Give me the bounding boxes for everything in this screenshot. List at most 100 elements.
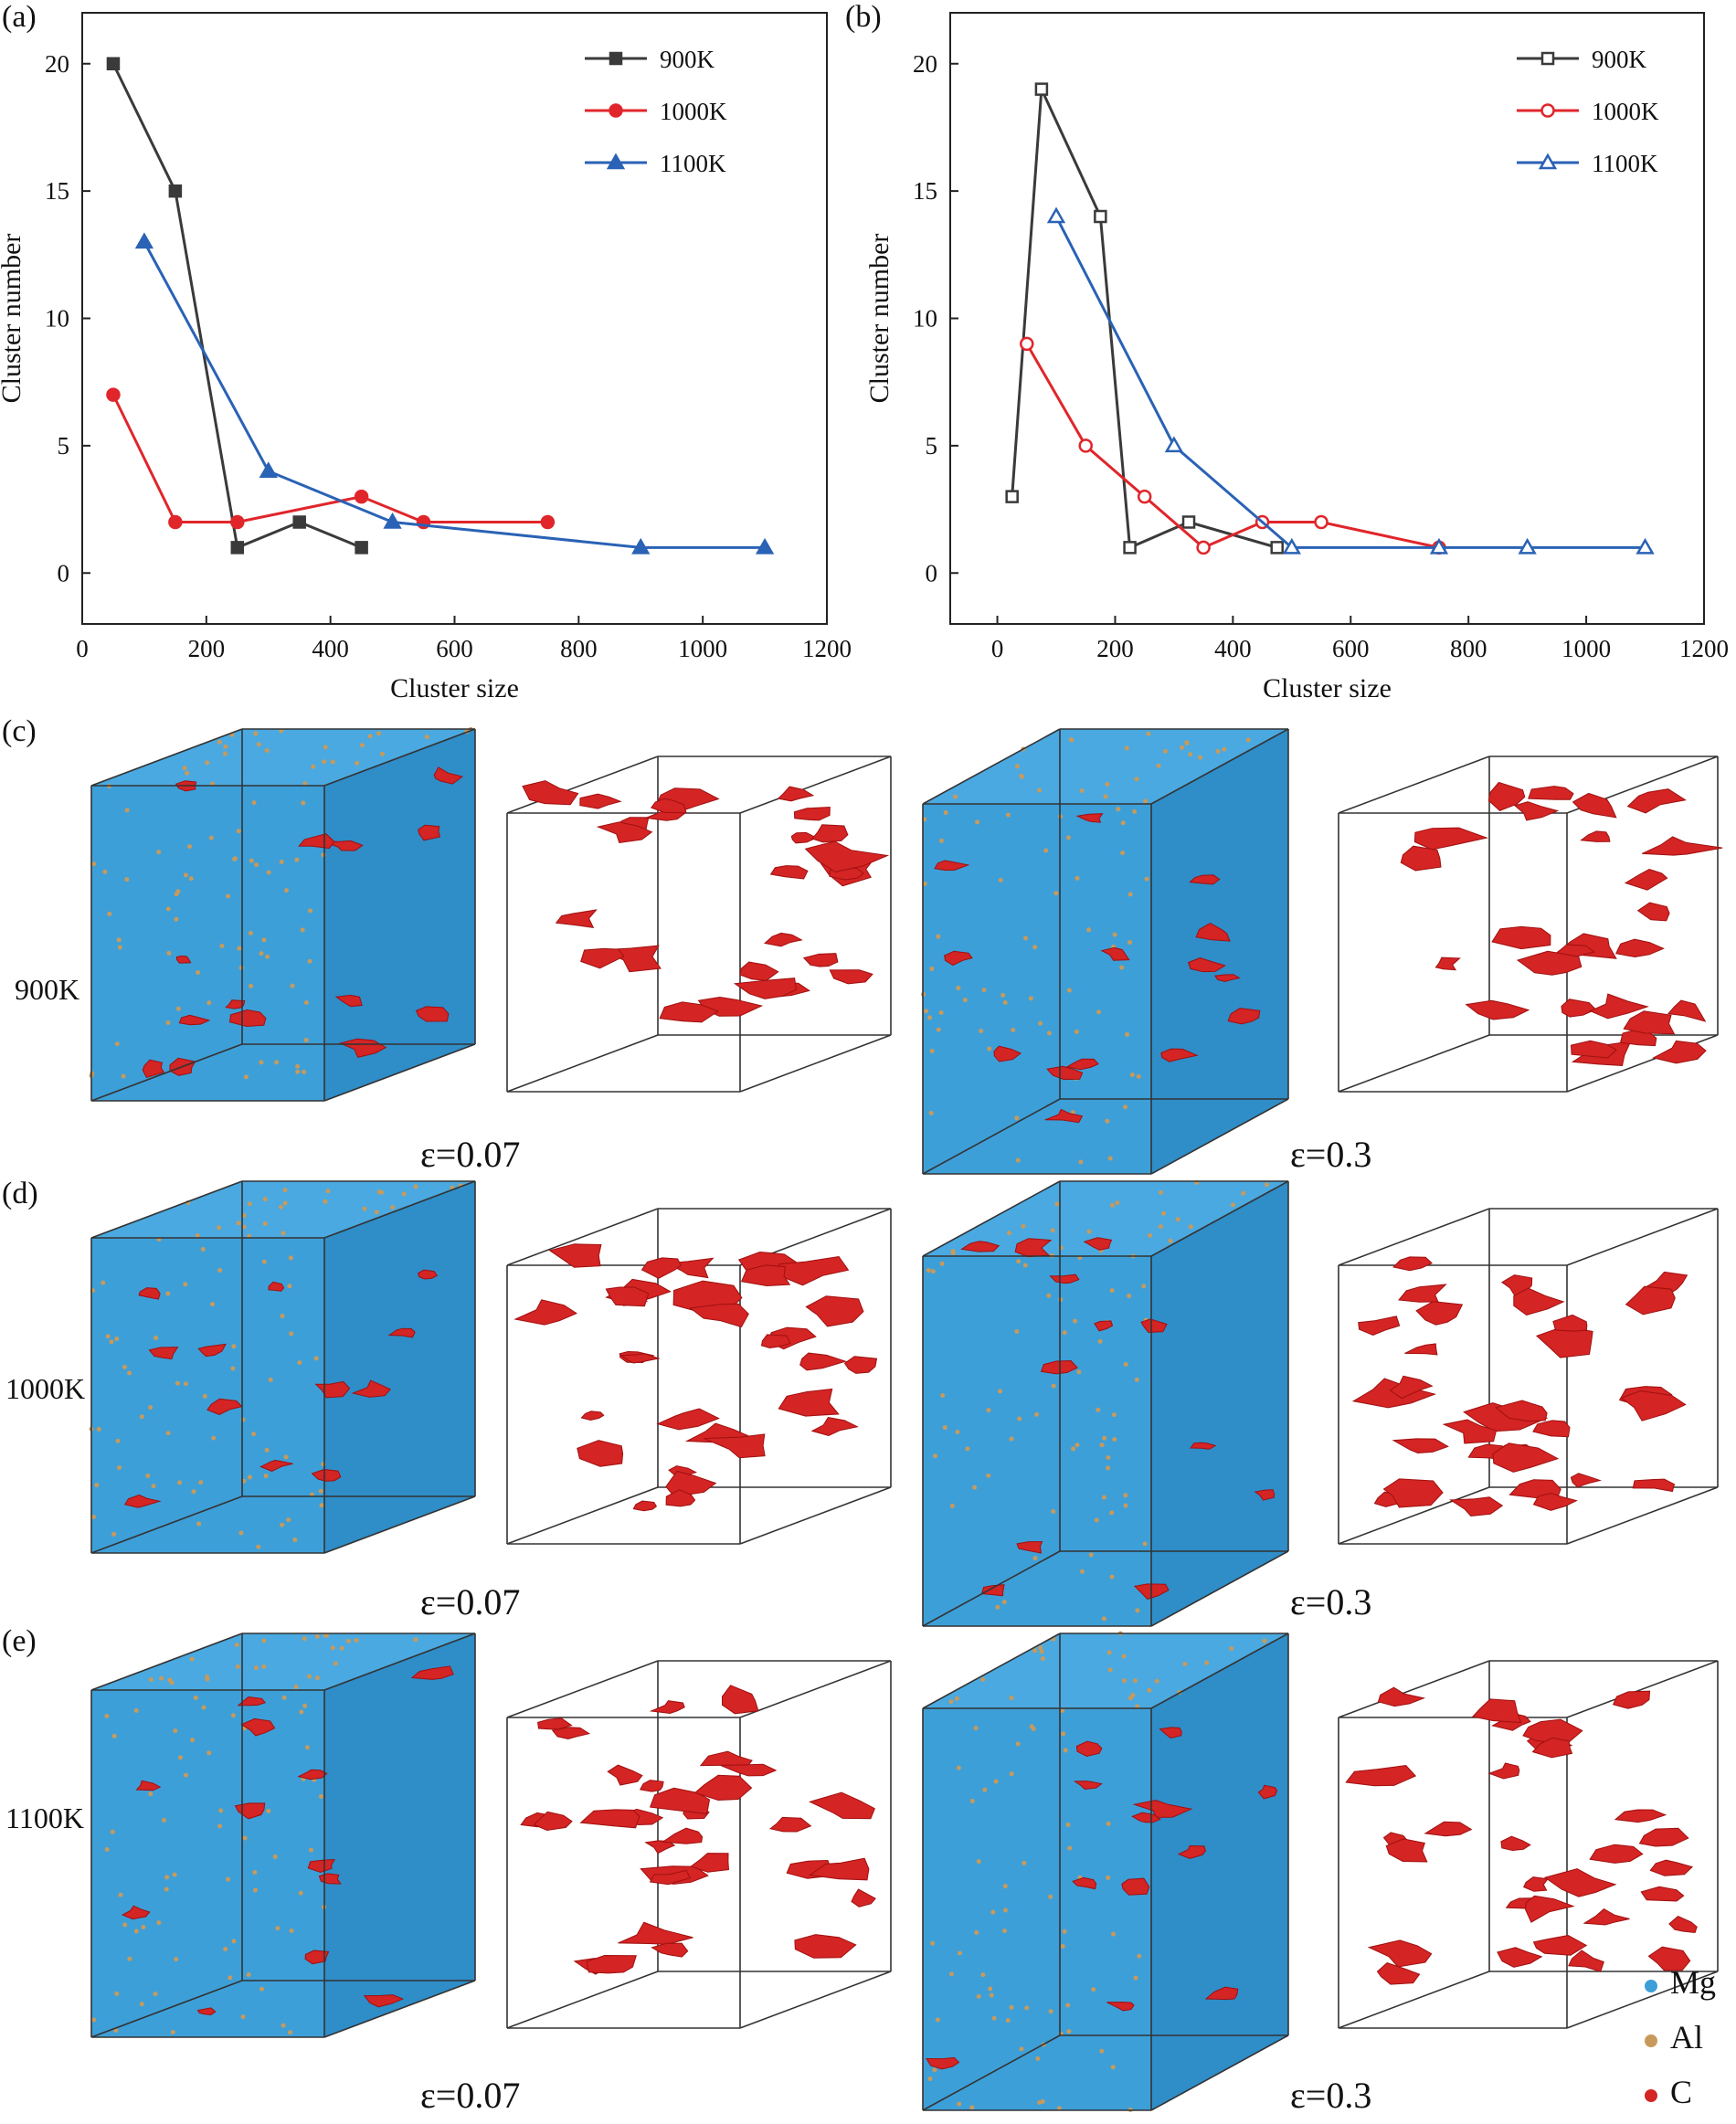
al-atom: [217, 1225, 222, 1231]
carbon-cluster: [579, 793, 622, 809]
al-atom: [1134, 1377, 1139, 1382]
al-atom: [148, 1677, 153, 1683]
al-atom: [413, 1184, 418, 1189]
al-atom: [1120, 820, 1126, 826]
al-atom: [104, 1846, 110, 1852]
al-atom: [379, 751, 385, 756]
al-atom: [927, 1015, 933, 1020]
y-axis-label: Cluster number: [0, 234, 26, 404]
al-atom: [1073, 1318, 1078, 1324]
carbon-cluster: [1389, 1375, 1434, 1400]
al-atom: [259, 1986, 264, 1992]
al-atom: [1112, 1437, 1117, 1442]
al-atom: [314, 1633, 320, 1639]
al-atom: [954, 1696, 959, 1701]
al-atom: [303, 1000, 309, 1006]
carbon-cluster: [1532, 1492, 1578, 1511]
al-atom: [1009, 1696, 1014, 1701]
al-atom: [998, 878, 1003, 883]
al-atom: [1015, 1741, 1021, 1747]
al-atom: [124, 877, 130, 882]
al-atom: [282, 1200, 288, 1206]
al-atom: [1106, 1465, 1111, 1471]
panel-label-c: (c): [2, 714, 37, 748]
data-point-900K: [1005, 490, 1019, 503]
carbon-cluster: [656, 1408, 720, 1431]
carbon-cluster: [802, 953, 839, 967]
al-atom: [1074, 875, 1080, 881]
carbon-cluster: [1487, 781, 1526, 811]
carbon-cluster: [1636, 902, 1670, 922]
al-atom: [1161, 1210, 1167, 1216]
carbon-cluster: [175, 955, 192, 964]
al-atom: [281, 2023, 286, 2028]
carbon-cluster: [1442, 1419, 1498, 1444]
al-atom: [948, 1699, 954, 1705]
carbon-cluster: [1140, 1318, 1168, 1334]
al-atom: [159, 1675, 164, 1681]
al-atom: [1134, 777, 1139, 782]
al-atom: [1038, 1020, 1043, 1026]
carbon-cluster: [1471, 1698, 1522, 1724]
data-point-900K: [106, 57, 121, 70]
carbon-cluster: [1668, 1916, 1698, 1934]
al-atom: [1002, 1907, 1008, 1913]
al-atom: [301, 800, 306, 806]
x-axis-label: Cluster size: [390, 673, 519, 703]
al-atom: [988, 1986, 993, 1992]
cell-edge: [323, 1980, 476, 2038]
al-atom: [1065, 835, 1071, 840]
al-atom: [232, 856, 238, 861]
al-atom: [987, 1046, 992, 1051]
al-atom: [1000, 992, 1006, 998]
al-atom: [1024, 2005, 1030, 2011]
al-atom: [1123, 1361, 1128, 1367]
al-atom: [91, 861, 97, 867]
carbon-cluster: [740, 1264, 791, 1287]
carbon-cluster: [237, 1696, 267, 1707]
al-atom: [1175, 1217, 1180, 1222]
legend-al: Al: [1645, 2010, 1716, 2065]
carbon-cluster: [196, 2007, 217, 2016]
cell-edge: [1566, 1208, 1719, 1266]
al-atom: [279, 859, 284, 864]
carbon-cluster: [640, 1257, 682, 1279]
al-atom: [307, 1674, 312, 1679]
carbon-cluster: [805, 1295, 864, 1327]
al-atom: [177, 1755, 183, 1760]
al-atom: [936, 934, 941, 939]
al-atom: [1122, 1678, 1127, 1684]
al-atom: [1051, 1383, 1056, 1389]
al-atom: [287, 1284, 292, 1289]
al-atom: [252, 1870, 258, 1876]
al-atom: [198, 1480, 204, 1485]
al-atom: [264, 1447, 270, 1453]
al-atom: [930, 1940, 936, 1946]
al-atom: [957, 2101, 962, 2107]
al-atom: [1215, 748, 1221, 754]
cell-edge: [739, 1486, 892, 1545]
al-atom: [1011, 1028, 1016, 1033]
al-atom: [1002, 1884, 1008, 1889]
cell-edge: [506, 1034, 659, 1093]
al-atom: [261, 1638, 267, 1643]
al-atom: [183, 1282, 188, 1287]
y-tick-label: 5: [58, 432, 70, 460]
carbon-cluster: [1159, 1727, 1182, 1739]
carbon-cluster: [1424, 1821, 1473, 1837]
chart-b: 0 200 400 600 800 1000 1200 0 5 10 15 20 Cluster siz…: [864, 12, 1729, 703]
carbon-cluster: [418, 824, 441, 841]
al-atom: [962, 998, 968, 1003]
al-atom: [938, 838, 944, 843]
al-atom: [302, 1703, 308, 1708]
al-atom: [101, 1280, 106, 1285]
x-tick-label: 1000: [1561, 635, 1611, 662]
carbon-cluster: [1614, 938, 1665, 958]
al-atom: [1123, 1503, 1128, 1508]
cluster-box-2-low-strain: [506, 1660, 892, 2029]
al-atom: [185, 770, 190, 776]
cell-edge: [922, 1550, 1061, 1627]
carbon-cluster: [1535, 1326, 1593, 1358]
al-atom: [174, 892, 179, 897]
al-atom: [1086, 927, 1092, 933]
